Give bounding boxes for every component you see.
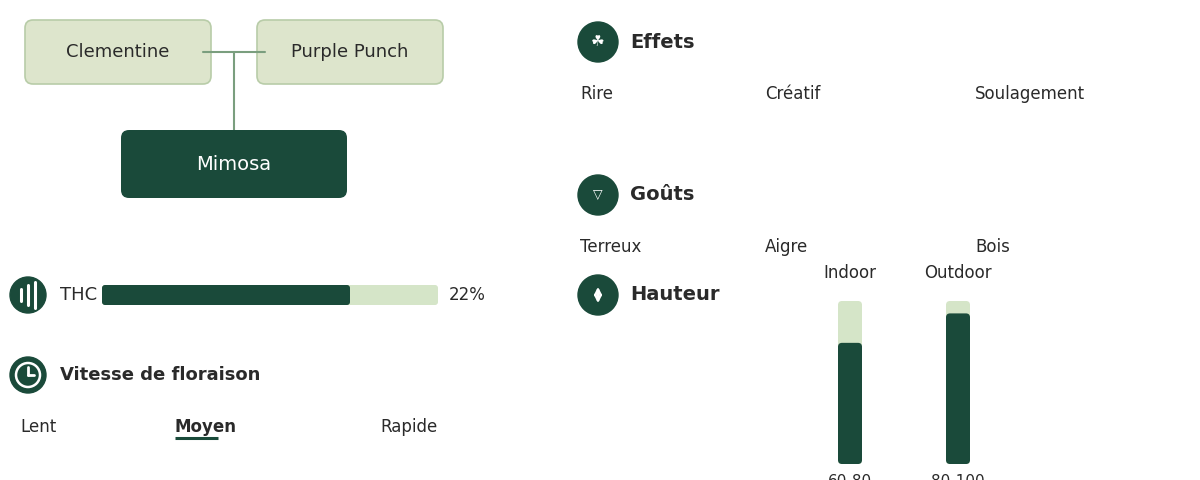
- FancyBboxPatch shape: [838, 301, 862, 464]
- Text: Goûts: Goûts: [630, 185, 695, 204]
- Circle shape: [578, 275, 618, 315]
- Text: Purple Punch: Purple Punch: [292, 43, 409, 61]
- Text: THC: THC: [60, 286, 97, 304]
- Text: Rapide: Rapide: [380, 418, 437, 436]
- FancyBboxPatch shape: [257, 20, 443, 84]
- FancyBboxPatch shape: [838, 343, 862, 464]
- Circle shape: [10, 357, 46, 393]
- Text: Soulagement: Soulagement: [974, 85, 1085, 103]
- Text: ▽: ▽: [593, 189, 602, 202]
- Text: Outdoor: Outdoor: [924, 264, 992, 282]
- FancyBboxPatch shape: [102, 285, 438, 305]
- Text: Effets: Effets: [630, 33, 695, 51]
- Text: Rire: Rire: [580, 85, 613, 103]
- Text: 22%: 22%: [449, 286, 486, 304]
- Text: Aigre: Aigre: [766, 238, 809, 256]
- Text: Indoor: Indoor: [823, 264, 876, 282]
- Text: Vitesse de floraison: Vitesse de floraison: [60, 366, 260, 384]
- Text: 80-100: 80-100: [931, 474, 985, 480]
- Circle shape: [578, 22, 618, 62]
- Circle shape: [10, 277, 46, 313]
- Text: Clementine: Clementine: [66, 43, 169, 61]
- FancyBboxPatch shape: [121, 130, 347, 198]
- Text: Créatif: Créatif: [766, 85, 821, 103]
- Text: Mimosa: Mimosa: [197, 155, 271, 173]
- FancyBboxPatch shape: [102, 285, 350, 305]
- FancyBboxPatch shape: [946, 313, 970, 464]
- Text: ☘: ☘: [592, 35, 605, 49]
- Text: Hauteur: Hauteur: [630, 286, 720, 304]
- Text: Bois: Bois: [974, 238, 1010, 256]
- Text: Lent: Lent: [20, 418, 56, 436]
- FancyBboxPatch shape: [25, 20, 211, 84]
- Text: 60-80: 60-80: [828, 474, 872, 480]
- Circle shape: [578, 175, 618, 215]
- Text: Terreux: Terreux: [580, 238, 641, 256]
- Text: Moyen: Moyen: [175, 418, 238, 436]
- FancyBboxPatch shape: [946, 301, 970, 464]
